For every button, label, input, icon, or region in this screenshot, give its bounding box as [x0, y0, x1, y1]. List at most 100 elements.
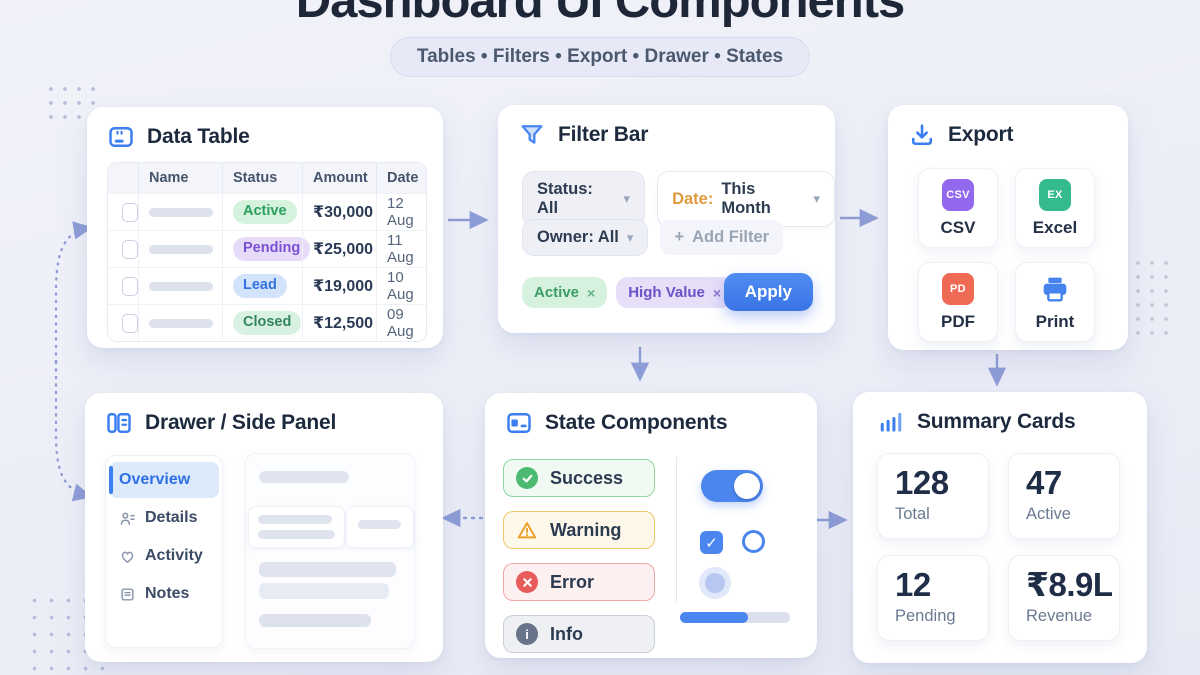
- card-title: Filter Bar: [558, 123, 649, 146]
- filter-bar-header: Filter Bar: [518, 121, 648, 149]
- excel-file-icon: EX: [1039, 178, 1071, 211]
- summary-tile-active: 47 Active: [1008, 453, 1120, 539]
- data-table: Name Status Amount Date Active ₹30,000 1…: [107, 162, 427, 342]
- info-state: i Info: [503, 615, 655, 653]
- chevron-down-icon: ▾: [626, 229, 634, 245]
- col-amount: Amount: [302, 163, 376, 193]
- date-cell: 12 Aug: [387, 195, 414, 229]
- progress-fill: [680, 612, 749, 623]
- col-status: Status: [222, 163, 302, 193]
- summary-tile-total: 128 Total: [877, 453, 989, 539]
- card-title: Data Table: [147, 125, 250, 148]
- download-icon: [911, 124, 933, 146]
- placeholder-bar: [259, 614, 371, 627]
- export-print-tile[interactable]: Print: [1015, 262, 1095, 342]
- status-badge: Closed: [233, 311, 302, 335]
- card-title: State Components: [545, 411, 728, 434]
- amount-cell: ₹19,000: [313, 278, 374, 295]
- date-cell: 09 Aug: [387, 306, 414, 340]
- toggle-switch-on[interactable]: [701, 470, 763, 502]
- filter-row-2: Owner: All ▾ + Add Filter: [522, 219, 784, 256]
- row-checkbox[interactable]: [122, 202, 138, 222]
- export-header: Export: [908, 121, 1014, 149]
- close-icon[interactable]: ×: [712, 284, 722, 301]
- export-card: Export CSV CSV EX Excel PD PDF: [888, 105, 1128, 350]
- status-badge: Active: [233, 200, 297, 224]
- placeholder-bar: [259, 562, 396, 577]
- summary-tile-pending: 12 Pending: [877, 555, 989, 641]
- radio-disabled[interactable]: [705, 573, 725, 593]
- placeholder-bar: [258, 515, 332, 524]
- add-filter-button[interactable]: + Add Filter: [660, 220, 784, 255]
- export-excel-tile[interactable]: EX Excel: [1015, 168, 1095, 248]
- check-circle-icon: [516, 467, 538, 489]
- printer-icon: [1043, 277, 1067, 302]
- sidebar-item-details[interactable]: Details: [109, 500, 219, 536]
- sidebar-item-overview[interactable]: Overview: [109, 462, 219, 498]
- heart-icon: [121, 551, 134, 563]
- side-panel-icon: [107, 413, 131, 433]
- export-pdf-tile[interactable]: PD PDF: [918, 262, 998, 342]
- apply-button[interactable]: Apply: [723, 273, 813, 311]
- name-placeholder: [149, 281, 213, 291]
- x-circle-icon: [516, 571, 538, 593]
- states-header: State Components: [505, 409, 728, 437]
- sidebar-item-notes[interactable]: Notes: [109, 576, 219, 612]
- status-badge: Pending: [233, 237, 311, 261]
- pdf-file-icon: PD: [942, 272, 974, 305]
- warning-state: Warning: [503, 511, 655, 549]
- loop-drawer-to-table-bottom: [54, 360, 93, 502]
- chip-active[interactable]: Active ×: [522, 277, 608, 308]
- summary-header: Summary Cards: [877, 408, 1076, 436]
- summary-card: Summary Cards 128 Total 47 Active 12 Pen…: [853, 392, 1147, 663]
- export-csv-tile[interactable]: CSV CSV: [918, 168, 998, 248]
- name-placeholder: [149, 318, 213, 328]
- drawer-content: [245, 453, 415, 649]
- placeholder-bar: [259, 471, 349, 483]
- name-placeholder: [149, 207, 213, 217]
- filter-bar-card: Filter Bar Status: All ▾ Date: This Mont…: [498, 105, 835, 333]
- states-card: State Components Success Warning Error i…: [485, 393, 817, 658]
- close-icon[interactable]: ×: [587, 284, 596, 301]
- drawer-sidebar: Overview Details Activity: [105, 455, 223, 648]
- row-checkbox[interactable]: [122, 313, 138, 333]
- chip-high-value[interactable]: High Value ×: [616, 277, 734, 308]
- component-pill: Tables • Filters • Export • Drawer • Sta…: [389, 37, 811, 77]
- note-icon: [121, 587, 134, 601]
- progress-bar: [680, 612, 790, 623]
- csv-file-icon: CSV: [942, 178, 974, 211]
- chevron-down-icon: ▾: [623, 191, 631, 206]
- panel-icon: [507, 413, 531, 433]
- data-table-header: Data Table: [107, 123, 250, 151]
- warning-triangle-icon: [516, 519, 538, 541]
- filter-chips-row: Active × High Value ×: [522, 277, 734, 308]
- placeholder-bar: [358, 520, 401, 529]
- success-state: Success: [503, 459, 655, 497]
- row-checkbox[interactable]: [122, 276, 138, 296]
- chevron-down-icon: ▾: [813, 191, 820, 206]
- table-icon: [109, 127, 133, 147]
- col-name: Name: [138, 163, 222, 193]
- date-cell: 11 Aug: [387, 232, 414, 266]
- owner-dropdown[interactable]: Owner: All ▾: [522, 219, 649, 256]
- radio-unchecked[interactable]: [742, 530, 765, 553]
- row-checkbox[interactable]: [122, 239, 138, 259]
- content-subcard: [248, 506, 345, 548]
- amount-cell: ₹30,000: [313, 204, 374, 221]
- info-circle-icon: i: [516, 623, 538, 645]
- table-row: Closed ₹12,500 09 Aug: [108, 304, 426, 341]
- divider: [676, 457, 677, 603]
- content-subcard: [249, 550, 411, 645]
- card-title: Summary Cards: [917, 410, 1076, 433]
- data-table-card: Data Table Name Status Amount Date Activ…: [87, 107, 443, 348]
- card-title: Drawer / Side Panel: [145, 411, 337, 434]
- checkbox-checked[interactable]: ✓: [700, 531, 723, 554]
- amount-cell: ₹25,000: [313, 241, 374, 258]
- status-badge: Lead: [233, 274, 287, 298]
- amount-cell: ₹12,500: [313, 315, 374, 332]
- sidebar-item-activity[interactable]: Activity: [109, 538, 219, 574]
- drawer-header: Drawer / Side Panel: [105, 409, 336, 437]
- table-row: Active ₹30,000 12 Aug: [108, 193, 426, 230]
- status-dropdown[interactable]: Status: All ▾: [522, 171, 646, 227]
